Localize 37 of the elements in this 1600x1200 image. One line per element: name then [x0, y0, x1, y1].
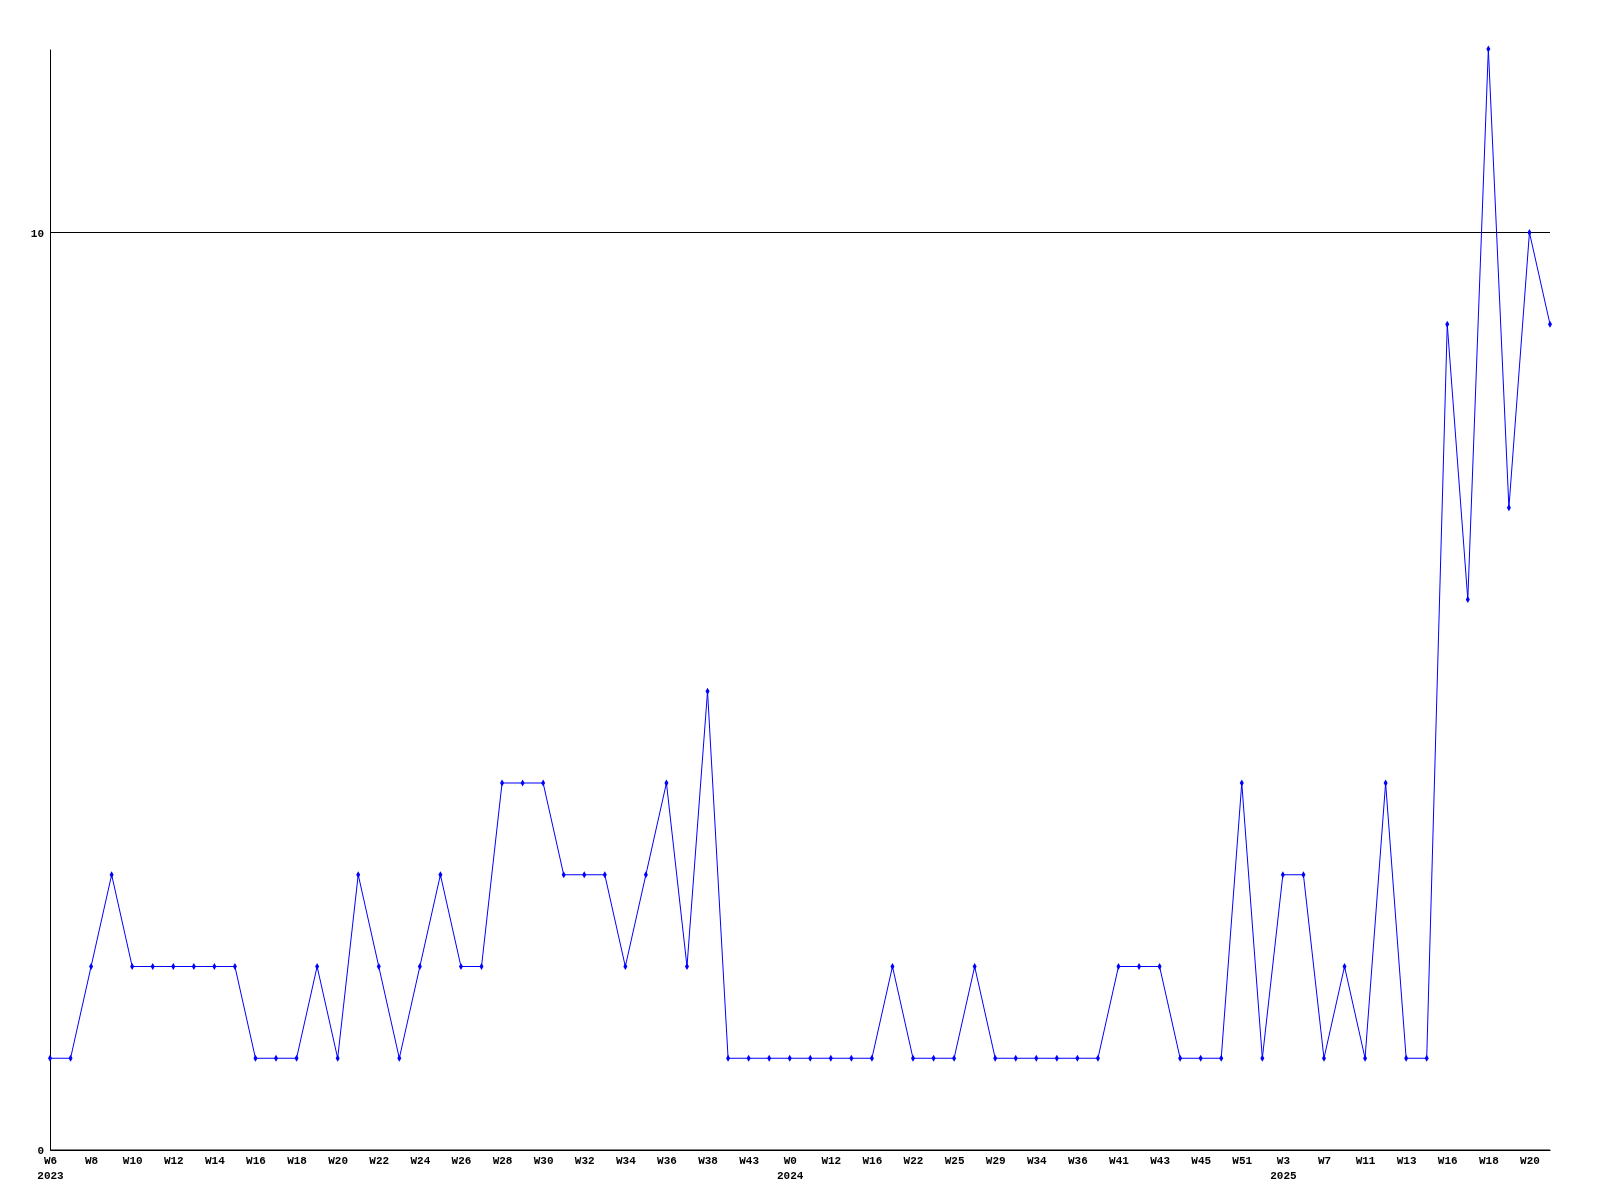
x-tick-label: W14	[204, 1154, 226, 1167]
x-tick-label: W22	[369, 1154, 390, 1167]
x-tick-label: W25	[944, 1154, 965, 1167]
x-tick-label: W24	[410, 1154, 431, 1167]
x-tick-label: W12	[163, 1154, 184, 1167]
x-tick-label: W16	[1437, 1154, 1458, 1167]
x-tick-label: W8	[84, 1154, 99, 1167]
x-tick-label: W45	[1191, 1154, 1212, 1167]
x-tick-label: W18	[1478, 1154, 1500, 1167]
x-tick-label: W7	[1317, 1154, 1332, 1167]
x-tick-label: W12	[821, 1154, 842, 1167]
x-tick-label: W43	[739, 1154, 760, 1167]
x-tick-label: W36	[657, 1154, 677, 1167]
x-tick-label: W51	[1232, 1154, 1253, 1167]
x-tick-label: W18	[287, 1154, 308, 1167]
x-tick-label: W34	[615, 1154, 637, 1167]
x-tick-label: W38	[698, 1154, 719, 1167]
x-tick-label: W28	[492, 1154, 513, 1167]
x-tick-label: W36	[1067, 1154, 1088, 1167]
x-tick-label: W29	[985, 1154, 1006, 1167]
x-tick-label: W11	[1355, 1154, 1376, 1167]
x-tick-label: W34	[1026, 1154, 1048, 1167]
x-tick-label: W20	[328, 1154, 349, 1167]
x-tick-label: W32	[574, 1154, 595, 1167]
x-tick-label: W13	[1396, 1154, 1417, 1167]
x-tick-label: W0 2024	[777, 1154, 804, 1182]
x-tick-label: W10	[122, 1154, 143, 1167]
x-tick-label: W30	[533, 1154, 554, 1167]
x-tick-label: W16	[862, 1154, 883, 1167]
x-tick-label: W22	[903, 1154, 924, 1167]
x-tick-label: W20	[1520, 1154, 1540, 1167]
x-tick-label: W3 2025	[1270, 1154, 1297, 1182]
x-tick-label: W41	[1109, 1154, 1130, 1167]
x-tick-label: W43	[1150, 1154, 1171, 1167]
x-tick-label: W26	[451, 1154, 472, 1167]
x-tick-label: W16	[246, 1154, 266, 1167]
y-tick-label: 10	[30, 227, 44, 240]
